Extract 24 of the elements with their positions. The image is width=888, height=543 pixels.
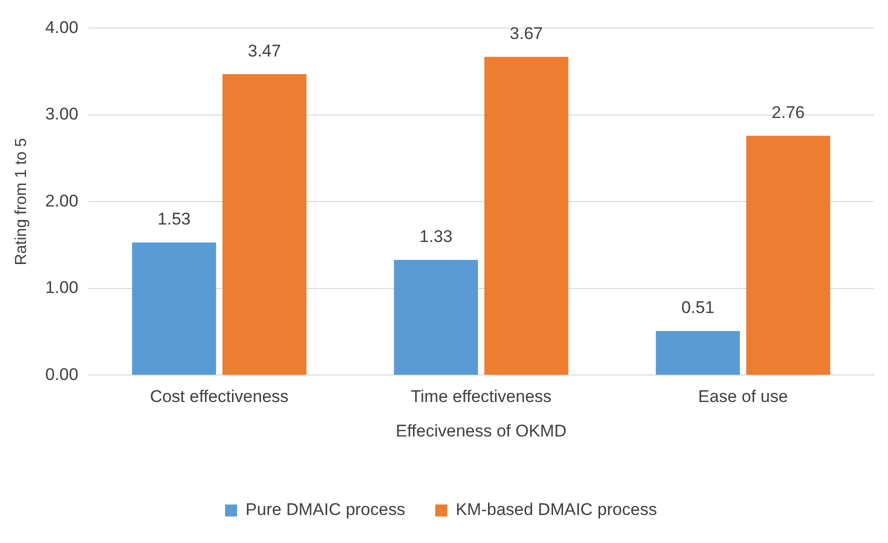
data-label: 3.67 xyxy=(510,24,543,44)
x-tick-label: Cost effectiveness xyxy=(150,387,289,406)
bar xyxy=(484,56,568,375)
legend-label: Pure DMAIC process xyxy=(246,500,406,520)
bar xyxy=(222,74,306,375)
x-tick-label: Ease of use xyxy=(698,387,788,406)
y-tick-label: 4.00 xyxy=(45,18,78,37)
y-tick-label: 3.00 xyxy=(45,104,78,124)
data-label: 0.51 xyxy=(681,298,714,318)
data-label: 1.33 xyxy=(419,227,453,246)
y-tick-label: 2.00 xyxy=(45,191,78,210)
data-label: 2.76 xyxy=(772,102,805,122)
x-axis-title: Effeciveness of OKMD xyxy=(396,421,566,440)
x-tick-label: Time effectiveness xyxy=(410,387,552,406)
y-tick-label: 1.00 xyxy=(45,278,78,298)
bar xyxy=(394,260,478,375)
legend-label: KM-based DMAIC process xyxy=(456,500,657,520)
y-axis-title: Rating from 1 to 5 xyxy=(13,138,30,266)
y-tick-label: 0.00 xyxy=(45,364,78,384)
bar xyxy=(656,330,740,375)
bar xyxy=(746,136,830,375)
bar xyxy=(132,242,216,375)
data-label: 3.47 xyxy=(248,41,281,60)
data-label: 1.53 xyxy=(158,210,191,229)
